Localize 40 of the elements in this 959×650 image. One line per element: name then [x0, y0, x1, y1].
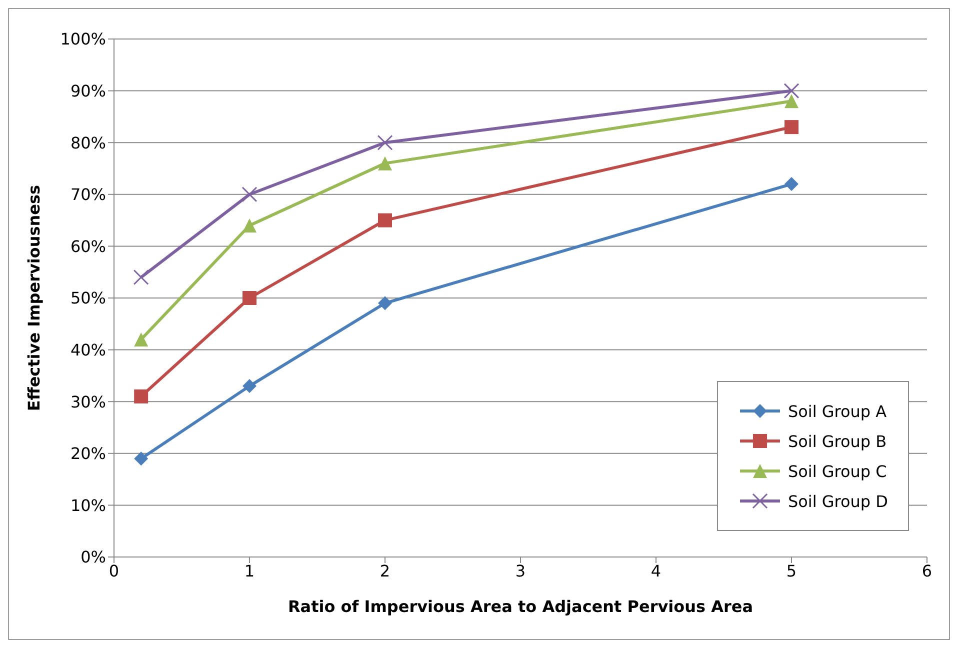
y-tick-label: 10%	[70, 496, 106, 515]
y-tick-label: 30%	[70, 392, 106, 412]
x-tick-label: 3	[515, 561, 526, 580]
y-tick-label: 100%	[60, 30, 106, 49]
point	[378, 156, 392, 170]
point	[242, 291, 256, 305]
x-axis-title: Ratio of Impervious Area to Adjacent Pervious Area	[288, 597, 754, 616]
legend-label: Soil Group D	[788, 492, 888, 510]
point	[133, 270, 149, 286]
point	[378, 296, 392, 310]
y-tick-label: 60%	[70, 236, 106, 256]
y-tick-label: 80%	[70, 133, 106, 152]
y-tick-label: 20%	[70, 444, 106, 464]
point	[377, 134, 393, 150]
point	[134, 452, 148, 466]
point	[134, 389, 148, 404]
point	[784, 83, 800, 99]
point	[784, 120, 798, 134]
x-tick-label: 6	[922, 561, 932, 580]
point	[242, 218, 256, 232]
y-axis-title: Effective Imperviousness	[24, 184, 44, 412]
point	[784, 177, 798, 192]
x-tick-label: 0	[108, 561, 120, 580]
y-tick-label: 40%	[70, 340, 106, 360]
x-tick-label: 5	[786, 561, 797, 580]
y-tick-label: 50%	[70, 288, 106, 308]
y-tick-label: 0%	[80, 548, 106, 567]
legend-label: Soil Group C	[788, 462, 887, 480]
y-tick-label: 90%	[70, 81, 106, 100]
x-tick-label: 4	[650, 561, 662, 580]
point	[784, 94, 798, 108]
x-tick-label: 2	[380, 561, 390, 580]
legend-label: Soil Group B	[788, 432, 887, 450]
point	[242, 379, 256, 394]
point	[134, 332, 148, 346]
point	[378, 213, 392, 228]
point	[242, 186, 258, 202]
x-tick-label: 1	[244, 561, 255, 580]
legend-label: Soil Group A	[788, 402, 887, 420]
y-tick-label: 70%	[70, 185, 106, 204]
